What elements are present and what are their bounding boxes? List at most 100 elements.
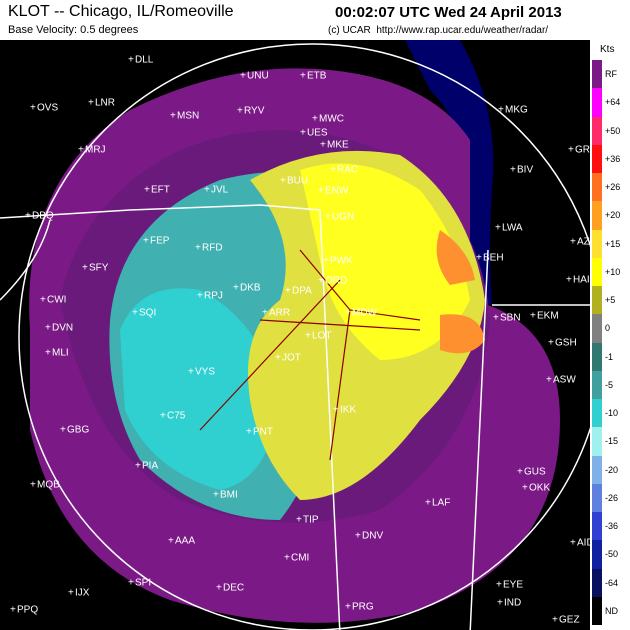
station-label: GSH bbox=[555, 338, 577, 349]
station-marker: + bbox=[275, 353, 281, 364]
legend-label: +36 bbox=[605, 153, 621, 164]
station-label: EFT bbox=[151, 185, 170, 196]
legend-label: -15 bbox=[605, 436, 619, 447]
lake-michigan bbox=[405, 40, 494, 305]
legend-swatch bbox=[592, 286, 602, 315]
station-label: MLI bbox=[52, 348, 69, 359]
station-label: LNR bbox=[95, 98, 115, 109]
station-marker: + bbox=[300, 71, 306, 82]
legend-swatch bbox=[592, 427, 602, 456]
station-marker: + bbox=[82, 263, 88, 274]
legend-swatch bbox=[592, 342, 602, 371]
station-label: DKB bbox=[240, 283, 261, 294]
station-marker: + bbox=[320, 140, 326, 151]
station-marker: + bbox=[325, 212, 331, 223]
legend-swatch bbox=[592, 88, 602, 117]
station-label: IKK bbox=[340, 405, 356, 416]
station-marker: + bbox=[240, 71, 246, 82]
legend-swatch bbox=[592, 173, 602, 202]
station-marker: + bbox=[262, 308, 268, 319]
station-label: BUU bbox=[287, 176, 308, 187]
legend-swatch bbox=[592, 568, 602, 597]
legend-swatch bbox=[592, 399, 602, 428]
station-label: ASW bbox=[553, 375, 576, 386]
state-borders bbox=[0, 204, 590, 630]
station-label: GEZ bbox=[559, 615, 580, 626]
station-marker: + bbox=[204, 185, 210, 196]
station-label: RPJ bbox=[204, 291, 223, 302]
legend-label: -1 bbox=[605, 351, 614, 362]
station-marker: + bbox=[280, 176, 286, 187]
station-label: JVL bbox=[211, 185, 229, 196]
station-label: IND bbox=[504, 598, 521, 609]
station-label: ORD bbox=[325, 276, 347, 287]
station-marker: + bbox=[493, 313, 499, 324]
station-marker: + bbox=[40, 295, 46, 306]
station-label: PIA bbox=[142, 461, 158, 472]
station-label: SQI bbox=[139, 308, 156, 319]
station-marker: + bbox=[284, 553, 290, 564]
station-marker: + bbox=[517, 467, 523, 478]
station-label: GUS bbox=[524, 467, 546, 478]
station-label: LOT bbox=[312, 331, 331, 342]
echo-cyan bbox=[120, 288, 280, 490]
station-marker: + bbox=[45, 348, 51, 359]
station-marker: + bbox=[305, 331, 311, 342]
legend-swatch bbox=[592, 201, 602, 230]
station-marker: + bbox=[246, 427, 252, 438]
station-marker: + bbox=[570, 538, 576, 549]
station-marker: + bbox=[345, 308, 351, 319]
station-marker: + bbox=[10, 605, 16, 616]
station-marker: + bbox=[318, 276, 324, 287]
station-marker: + bbox=[476, 253, 482, 264]
station-marker: + bbox=[197, 291, 203, 302]
station-marker: + bbox=[128, 55, 134, 66]
station-label: MKE bbox=[327, 140, 349, 151]
station-marker: + bbox=[213, 490, 219, 501]
legend-label: -5 bbox=[605, 379, 614, 390]
station-marker: + bbox=[548, 338, 554, 349]
station-marker: + bbox=[510, 165, 516, 176]
station-marker: + bbox=[233, 283, 239, 294]
legend-swatch bbox=[592, 596, 602, 625]
station-label: OKK bbox=[529, 483, 550, 494]
station-label: AZO bbox=[577, 237, 598, 248]
station-label: UNU bbox=[247, 71, 269, 82]
station-label: MSN bbox=[177, 111, 199, 122]
legend-swatch bbox=[592, 257, 602, 286]
legend-label: -26 bbox=[605, 492, 619, 503]
legend-swatch bbox=[592, 540, 602, 569]
echo-orange bbox=[436, 230, 485, 354]
station-label: DLL bbox=[135, 55, 154, 66]
station-label: MRJ bbox=[85, 145, 106, 156]
highways bbox=[199, 249, 421, 461]
station-marker: + bbox=[330, 165, 336, 176]
station-marker: + bbox=[30, 103, 36, 114]
station-marker: + bbox=[568, 145, 574, 156]
station-marker: + bbox=[78, 145, 84, 156]
legend-swatch bbox=[592, 144, 602, 173]
station-marker: + bbox=[546, 375, 552, 386]
station-marker: + bbox=[312, 114, 318, 125]
station-marker: + bbox=[30, 480, 36, 491]
station-label: ARR bbox=[269, 308, 290, 319]
legend-label: +50 bbox=[605, 125, 621, 136]
station-label: CWI bbox=[47, 295, 66, 306]
legend-swatch bbox=[592, 60, 602, 89]
legend: Kts RF +64 +50 +36 +26 +20 +15 +10 +5 0 -1 -5 -10 -15… bbox=[590, 40, 630, 630]
station-label: JOT bbox=[282, 353, 301, 364]
credit: (c) UCAR http://www.rap.ucar.edu/weather… bbox=[328, 25, 549, 36]
legend-label: -64 bbox=[605, 577, 619, 588]
station-label: AID bbox=[577, 538, 594, 549]
header: KLOT -- Chicago, IL/Romeoville Base Velo… bbox=[0, 0, 630, 40]
station-label: DEC bbox=[223, 583, 244, 594]
station-marker: + bbox=[195, 243, 201, 254]
station-label: PRG bbox=[352, 602, 374, 613]
station-label: MWC bbox=[319, 114, 344, 125]
station-label: DBQ bbox=[32, 211, 54, 222]
station-label: DNV bbox=[362, 531, 383, 542]
station-label: BEH bbox=[483, 253, 504, 264]
station-marker: + bbox=[355, 531, 361, 542]
station-label: ETB bbox=[307, 71, 327, 82]
